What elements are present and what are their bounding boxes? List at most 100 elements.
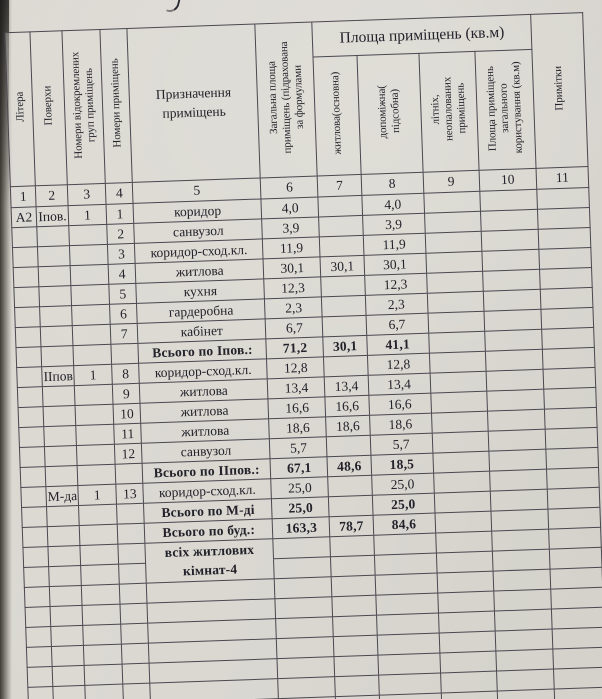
table-cell: 18,6 (326, 415, 370, 437)
table-cell (322, 315, 367, 337)
table-cell (111, 343, 139, 365)
col-header-notes-label: Примітки (551, 65, 566, 111)
column-number: 7 (317, 174, 362, 197)
table-cell: 5,7 (269, 436, 328, 459)
table-cell: 25,0 (371, 493, 435, 516)
table-cell (481, 249, 540, 272)
table-cell (540, 287, 593, 310)
table-cell (12, 246, 39, 268)
table-cell (40, 345, 74, 367)
table-cell (431, 411, 488, 434)
column-number: 6 (260, 175, 319, 199)
col-header-summer-label: літніх, неопалованих приміщень (428, 77, 468, 142)
table-cell (482, 289, 541, 312)
table-cell (429, 351, 486, 374)
table-cell (424, 231, 482, 254)
table-cell (36, 225, 70, 247)
table-cell: 41,1 (366, 333, 430, 356)
table-cell (273, 536, 331, 559)
table-cell: 11,9 (262, 236, 321, 259)
table-cell: 16,6 (368, 393, 432, 416)
table-cell: 4,0 (361, 193, 425, 216)
table-cell: Іпов. (36, 205, 69, 227)
table-cell (440, 691, 498, 699)
table-cell (330, 555, 375, 577)
col-header-summer: літніх, неопалованих приміщень (418, 51, 479, 173)
column-number: 11 (535, 166, 589, 190)
table-cell (21, 506, 48, 528)
table-cell (378, 672, 441, 696)
table-cell (14, 306, 41, 328)
table-body: А2 Іпов. 1 1 коридор 4,0 4,0 2 санвузол 3,9 3,9 3 ко… (11, 187, 602, 699)
table-cell (273, 556, 332, 579)
table-cell: 3,9 (262, 216, 320, 239)
table-cell (550, 587, 602, 610)
table-cell (27, 686, 54, 699)
table-cell (321, 275, 365, 297)
table-cell: 1 (106, 203, 134, 225)
table-cell (377, 653, 441, 676)
table-cell (11, 226, 38, 248)
table-cell (543, 387, 597, 410)
table-cell (331, 575, 376, 597)
table-cell (79, 524, 119, 546)
table-cell (118, 543, 146, 565)
table-cell (335, 675, 379, 697)
col-header-total-area: Загальна площа приміщень (підрахована за… (255, 22, 318, 178)
table-cell: 6,7 (365, 313, 429, 336)
table-cell (334, 655, 379, 677)
table-cell (537, 207, 591, 230)
table-cell (80, 564, 120, 586)
table-cell (435, 531, 493, 554)
table-cell (432, 451, 490, 474)
table-cell (46, 505, 80, 527)
table-cell (47, 545, 81, 567)
table-cell: 7 (110, 323, 139, 345)
col-header-total-area-label: Загальна площа приміщень (підрахована за… (265, 41, 306, 154)
table-cell: 6 (109, 303, 138, 325)
table-cell (540, 307, 594, 330)
table-cell (374, 573, 438, 596)
table-cell (68, 224, 108, 246)
table-cell (335, 695, 380, 699)
table-cell: 1 (73, 364, 113, 386)
table-cell (492, 549, 550, 572)
table-cell (487, 429, 546, 452)
table-cell: 78,7 (329, 515, 374, 537)
table-cell (536, 187, 590, 210)
table-cell (75, 424, 115, 446)
table-cell (483, 309, 542, 332)
table-cell (328, 475, 372, 497)
table-cell: 12,8 (266, 356, 325, 379)
column-number: 3 (67, 183, 107, 206)
table-cell (115, 463, 143, 485)
table-cell (18, 426, 45, 448)
table-cell: ІІпов. (41, 365, 75, 387)
table-cell (424, 211, 481, 234)
table-cell (71, 304, 111, 326)
table-cell: 18,6 (369, 413, 432, 436)
table-cell (426, 291, 484, 314)
table-cell: 25,0 (271, 496, 330, 519)
table-cell (487, 409, 545, 432)
table-cell (542, 347, 596, 370)
premises-area-table: Літера Поверхи Номери відокремлених груп… (4, 12, 602, 699)
table-cell (485, 349, 543, 372)
table-cell (82, 604, 121, 626)
table-cell (76, 444, 116, 466)
table-cell (426, 271, 483, 294)
table-cell (121, 643, 150, 665)
table-cell (120, 603, 148, 625)
table-cell (84, 664, 123, 686)
table-cell (319, 215, 363, 237)
table-cell (425, 251, 483, 274)
table-cell: 18,6 (268, 416, 327, 439)
table-cell (117, 523, 146, 545)
table-cell (494, 609, 552, 632)
table-cell (544, 427, 598, 450)
table-cell (495, 649, 554, 672)
table-cell (24, 586, 51, 608)
table-cell (50, 605, 83, 627)
table-cell: 2 (106, 223, 135, 245)
table-cell (494, 629, 553, 652)
